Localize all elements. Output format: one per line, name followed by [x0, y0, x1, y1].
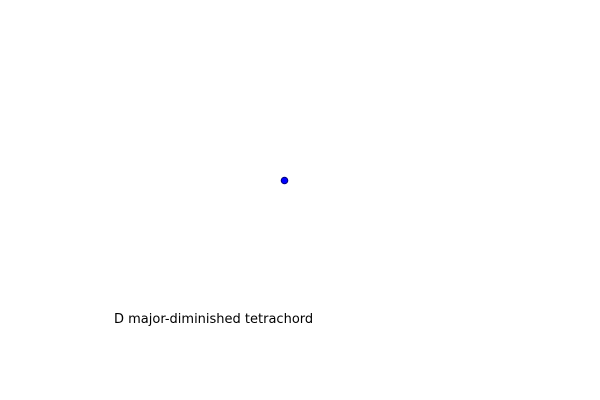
point-marker [280, 176, 289, 185]
figure-caption: D major-diminished tetrachord [114, 312, 314, 327]
